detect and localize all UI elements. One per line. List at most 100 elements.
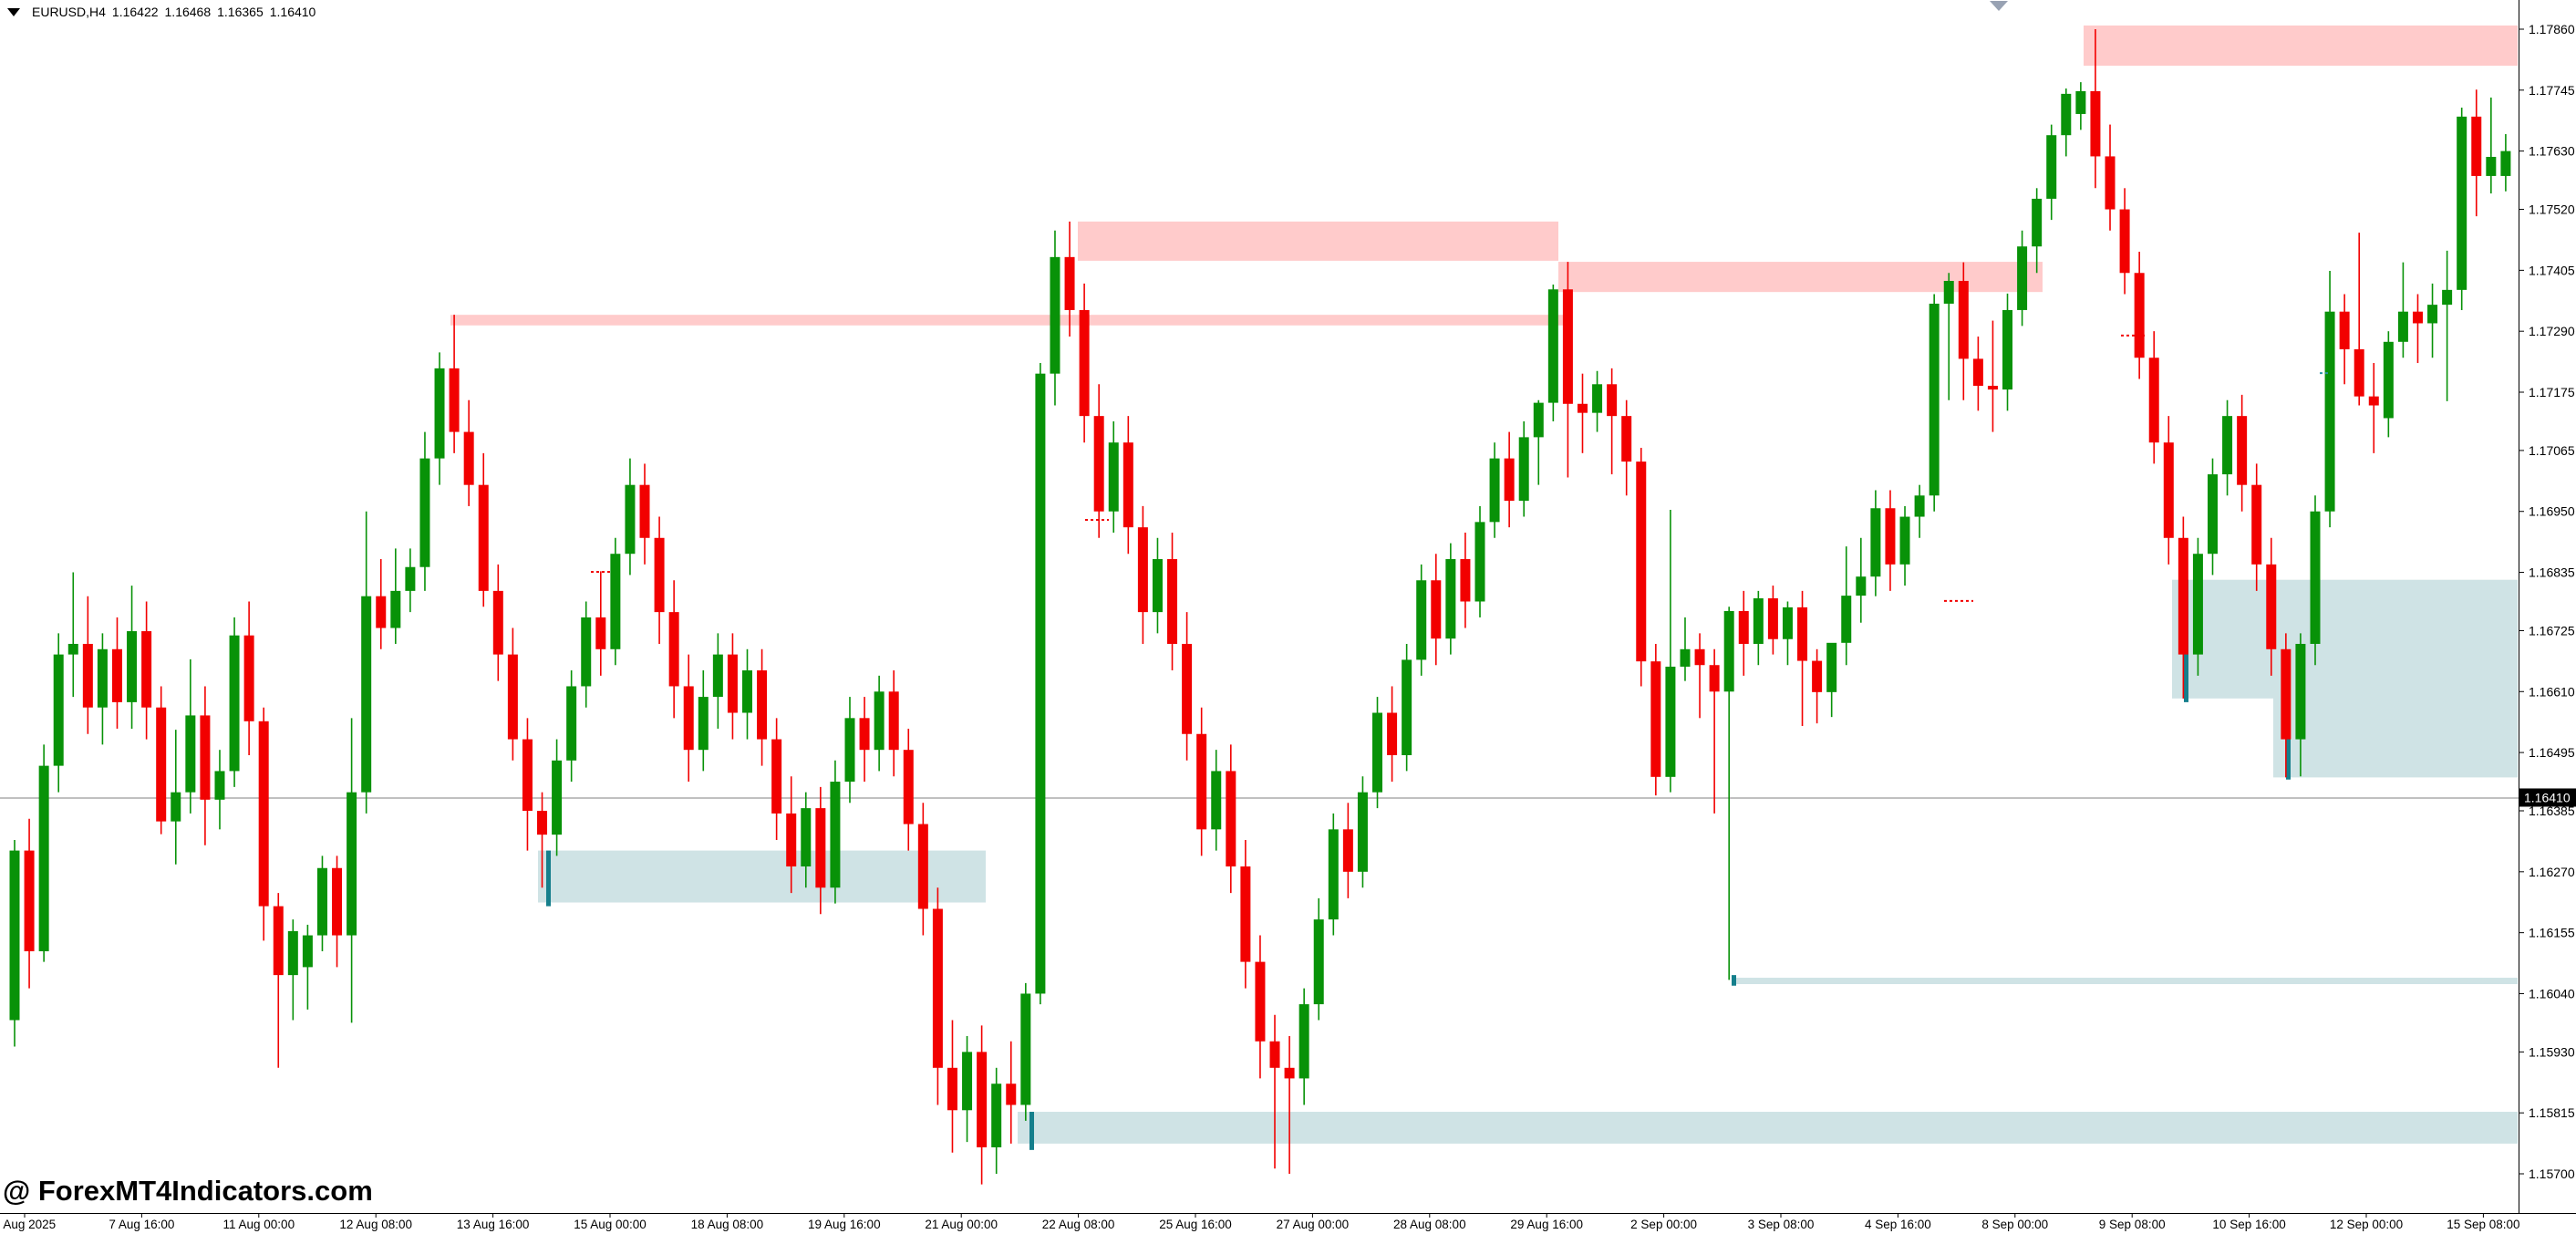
bear-candle-body <box>654 537 665 613</box>
time-axis-label: 13 Aug 16:00 <box>457 1218 530 1231</box>
bull-candle-body <box>9 850 20 1021</box>
bull-candle-body <box>712 654 723 698</box>
bear-candle-body <box>757 670 768 740</box>
bear-candle-body <box>2339 311 2350 349</box>
bear-candle-body <box>1636 461 1647 662</box>
bull-candle-body <box>1841 596 1852 643</box>
bear-candle-body <box>1079 309 1090 417</box>
bull-candle-body <box>1899 516 1910 565</box>
bear-candle-body <box>2163 442 2174 538</box>
bull-candle-body <box>1680 648 1691 667</box>
time-axis-label: 7 Aug 16:00 <box>109 1218 174 1231</box>
price-axis-label: 1.16155 <box>2529 926 2575 940</box>
bear-candle-body <box>1196 733 1207 830</box>
ohlc-values: 1.16422 1.16468 1.16365 1.16410 <box>112 5 322 19</box>
high-value: 1.16468 <box>164 5 212 19</box>
bear-candle-body <box>2090 90 2101 157</box>
zone-origin-mark <box>1029 1112 1034 1150</box>
time-axis-label: 12 Aug 08:00 <box>339 1218 412 1231</box>
time-axis-label: 3 Sep 08:00 <box>1748 1218 1815 1231</box>
open-value: 1.16422 <box>111 5 159 19</box>
bear-candle-body <box>1607 384 1618 417</box>
bear-candle-body <box>2178 537 2188 655</box>
price-axis-label: 1.16835 <box>2529 565 2575 580</box>
bull-candle-body <box>2457 116 2467 290</box>
bull-candle-body <box>742 670 752 713</box>
bull-candle-body <box>1782 607 1793 639</box>
bear-candle-body <box>1621 416 1632 462</box>
bull-candle-body <box>2295 643 2306 740</box>
bear-candle-body <box>111 648 122 702</box>
bear-candle-body <box>1885 508 1896 565</box>
bull-candle-body <box>1020 993 1031 1105</box>
symbol-dropdown-icon[interactable] <box>7 7 20 16</box>
bear-candle-body <box>683 686 694 751</box>
bear-candle-body <box>2266 564 2277 649</box>
bear-candle-body <box>1650 661 1661 777</box>
demand-zone-aug21 <box>1018 1112 2518 1144</box>
close-value: 1.16410 <box>269 5 316 19</box>
bear-candle-body <box>1460 559 1471 602</box>
bear-candle-body <box>1577 403 1588 413</box>
bear-candle-body <box>243 635 254 721</box>
bull-candle-body <box>1547 289 1558 403</box>
bull-candle-body <box>552 760 563 835</box>
bull-candle-body <box>316 867 327 936</box>
time-axis-label: 15 Sep 08:00 <box>2447 1218 2519 1231</box>
bear-candle-body <box>141 631 152 708</box>
chart-shift-marker-icon[interactable] <box>1990 1 2008 11</box>
bear-candle-body <box>1738 610 1749 644</box>
bull-candle-body <box>1402 659 1412 755</box>
dash-marks <box>591 334 2329 602</box>
price-axis-label: 1.15815 <box>2529 1105 2575 1120</box>
bull-candle-body <box>2486 157 2497 176</box>
bull-candle-body <box>1050 256 1060 374</box>
bear-candle-body <box>537 811 548 835</box>
time-axis-label: 8 Sep 00:00 <box>1981 1218 2048 1231</box>
bull-candle-body <box>1328 829 1339 920</box>
bear-candle-body <box>2471 116 2482 176</box>
time-axis[interactable]: 5 Aug 2025 7 Aug 16:00 11 Aug 00:00 12 Aug … <box>0 1214 2520 1231</box>
bull-candle-body <box>214 771 225 800</box>
bull-candle-body <box>1372 712 1383 793</box>
chart-ohlc-header: EURUSD,H4 1.16422 1.16468 1.16365 1.16410 <box>7 5 322 19</box>
price-axis-label: 1.17405 <box>2529 263 2575 277</box>
bear-candle-body <box>82 643 93 708</box>
bull-candle-body <box>625 484 636 555</box>
bull-candle-body <box>1943 280 1954 304</box>
bear-candle-body <box>1240 866 1251 962</box>
bear-candle-body <box>1562 289 1573 404</box>
bear-candle-body <box>2119 209 2130 274</box>
time-axis-label: 2 Sep 00:00 <box>1630 1218 1697 1231</box>
bear-candle-body <box>786 813 797 867</box>
price-axis[interactable]: 1.17860 1.17745 1.17630 1.17520 1.17405 1.172… <box>2519 22 2575 1181</box>
supply-zone-aug22 <box>1078 221 1558 261</box>
supply-zone-aug29 <box>1558 262 2043 293</box>
time-axis-label: 28 Aug 08:00 <box>1393 1218 1466 1231</box>
bull-candle-body <box>2222 416 2233 475</box>
time-axis-label: 10 Sep 16:00 <box>2212 1218 2285 1231</box>
price-axis-label: 1.17520 <box>2529 202 2575 217</box>
time-axis-label: 18 Aug 08:00 <box>691 1218 764 1231</box>
demand-zone-sep10-upper <box>2172 579 2273 699</box>
bear-candle-body <box>332 867 343 936</box>
time-axis-label: 9 Sep 08:00 <box>2099 1218 2166 1231</box>
bull-candle-body <box>1211 771 1222 830</box>
bull-candle-body <box>229 635 240 772</box>
bear-candle-body <box>449 368 460 432</box>
bull-candle-body <box>390 590 401 628</box>
bear-candle-body <box>1122 442 1133 528</box>
bear-candle-body <box>1797 607 1808 661</box>
bull-candle-body <box>1108 442 1119 512</box>
bear-candle-body <box>376 596 387 628</box>
price-axis-label: 1.17065 <box>2529 443 2575 458</box>
bear-candle-body <box>1987 386 1998 390</box>
price-axis-label: 1.17630 <box>2529 144 2575 159</box>
bull-candle-body <box>1533 402 1544 438</box>
time-axis-label: 27 Aug 00:00 <box>1277 1218 1350 1231</box>
current-price-tag: 1.16410 <box>2519 788 2576 807</box>
demand-zone-aug14 <box>538 850 986 903</box>
supply-zone-aug13-thin <box>450 315 1571 326</box>
